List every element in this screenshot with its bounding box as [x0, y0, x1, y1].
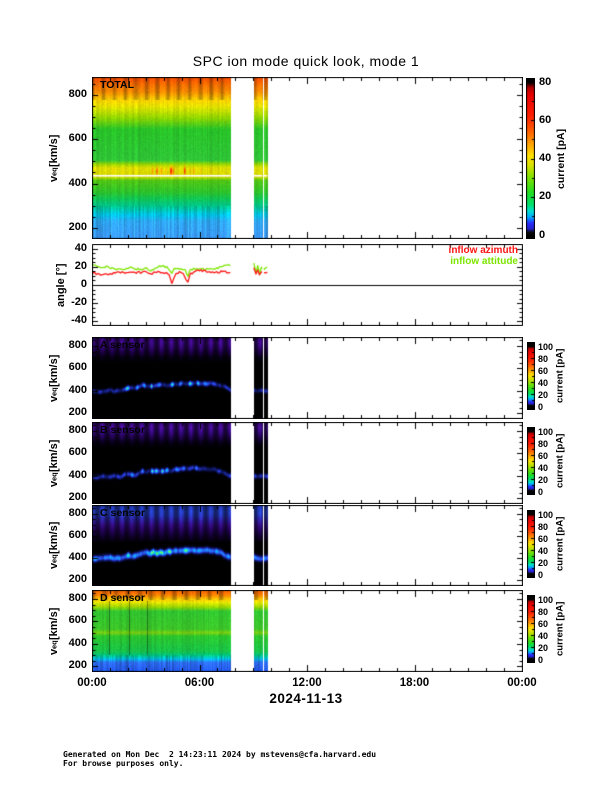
x-tick-label: 12:00 — [292, 677, 322, 689]
colorbar-tick-label: 60 — [539, 113, 552, 126]
footer-browse-line: For browse purposes only. — [63, 758, 184, 768]
colorbar-tick-label: 80 — [538, 606, 549, 617]
inflow-angle-plot — [92, 244, 523, 326]
panel-label-total: TOTAL — [100, 79, 135, 91]
colorbar-tick-label: 100 — [538, 594, 554, 605]
y-tick-label: 40 — [74, 241, 87, 254]
colorbar-tick-label: 100 — [538, 426, 554, 437]
legend-inflow-azimuth: inflow azimuth — [448, 245, 518, 256]
c-sensor-spectrogram-plot — [92, 505, 523, 586]
y-tick-label: 600 — [68, 446, 87, 459]
colorbar-tick-label: 0 — [538, 486, 544, 497]
colorbar-tick-label: 40 — [538, 545, 549, 556]
colorbar-tick-label: 0 — [539, 228, 546, 241]
y-tick-label: 0 — [80, 278, 87, 290]
panel-label-b-sensor: B sensor — [100, 424, 145, 436]
colorbar-tick-label: 0 — [538, 569, 544, 580]
colorbar-label-b: current [pA] — [554, 433, 566, 489]
colorbar-tick-label: 40 — [538, 377, 549, 388]
y-tick-label: 400 — [68, 551, 87, 564]
y-tick-label: 200 — [68, 491, 87, 504]
legend-inflow-attitude: inflow attitude — [450, 255, 518, 267]
y-tick-label: -40 — [71, 314, 87, 327]
colorbar-total — [526, 78, 535, 239]
panel-label-a-sensor: A sensor — [100, 339, 145, 351]
colorbar-tick-label: 0 — [538, 654, 544, 665]
colorbar-label-total: current [pA] — [555, 128, 567, 189]
y-tick-label: 200 — [68, 659, 87, 672]
colorbar-label-c: current [pA] — [554, 516, 566, 572]
x-tick-label: 00:00 — [77, 677, 107, 689]
colorbar-tick-label: 80 — [538, 521, 549, 532]
x-tick-label: 18:00 — [399, 677, 430, 689]
y-tick-label: 600 — [68, 529, 87, 542]
x-tick-label: 06:00 — [184, 677, 215, 689]
colorbar-c-sensor — [527, 510, 535, 578]
panel-label-d-sensor: D sensor — [100, 592, 145, 604]
y-tick-label: 200 — [68, 406, 87, 419]
colorbar-tick-label: 60 — [538, 533, 549, 544]
y-tick-label: 400 — [68, 176, 87, 189]
colorbar-tick-label: 80 — [538, 353, 549, 364]
colorbar-tick-label: 40 — [538, 462, 549, 473]
x-axis-date-label: 2024-11-13 — [269, 691, 343, 706]
y-tick-label: 600 — [68, 614, 87, 627]
colorbar-b-sensor — [527, 427, 535, 495]
colorbar-label-d: current [pA] — [554, 601, 566, 657]
colorbar-tick-label: 80 — [539, 75, 552, 88]
chart-title: SPC ion mode quick look, mode 1 — [192, 53, 420, 69]
y-tick-label: 400 — [68, 383, 87, 396]
y-tick-label: 400 — [68, 468, 87, 481]
colorbar-tick-label: 20 — [538, 474, 549, 485]
y-axis-label-total: v eq [km/s] — [48, 134, 60, 182]
y-tick-label: 400 — [68, 636, 87, 649]
y-tick-label: 800 — [68, 591, 87, 604]
y-tick-label: 800 — [68, 87, 87, 100]
y-tick-label: 800 — [68, 338, 87, 351]
footer-generated-line: Generated on Mon Dec 2 14:23:11 2024 by … — [63, 750, 377, 759]
colorbar-tick-label: 100 — [538, 341, 554, 352]
total-spectrogram-plot — [92, 77, 523, 239]
colorbar-tick-label: 20 — [538, 389, 549, 400]
colorbar-tick-label: 100 — [538, 509, 554, 520]
y-tick-label: 800 — [68, 506, 87, 519]
colorbar-tick-label: 60 — [538, 365, 549, 376]
y-tick-label: 200 — [68, 220, 87, 233]
colorbar-tick-label: 80 — [538, 438, 549, 449]
a-sensor-spectrogram-plot — [92, 337, 523, 419]
colorbar-tick-label: 60 — [538, 450, 549, 461]
y-tick-label: -20 — [71, 296, 87, 309]
colorbar-d-sensor — [527, 595, 535, 663]
x-tick-label: 00:00 — [507, 677, 537, 689]
colorbar-tick-label: 20 — [538, 557, 549, 568]
colorbar-tick-label: 20 — [538, 642, 549, 653]
d-sensor-spectrogram-plot — [92, 590, 523, 672]
panel-label-c-sensor: C sensor — [100, 507, 145, 519]
y-tick-label: 200 — [68, 573, 87, 586]
b-sensor-spectrogram-plot — [92, 422, 523, 504]
colorbar-a-sensor — [527, 342, 535, 410]
colorbar-tick-label: 60 — [538, 618, 549, 629]
colorbar-tick-label: 40 — [539, 152, 552, 164]
y-tick-label: 600 — [68, 361, 87, 374]
y-tick-label: 20 — [74, 259, 87, 272]
colorbar-tick-label: 20 — [539, 190, 552, 203]
colorbar-tick-label: 0 — [538, 401, 544, 412]
colorbar-label-a: current [pA] — [554, 348, 566, 404]
y-tick-label: 600 — [68, 132, 87, 145]
y-tick-label: 800 — [68, 423, 87, 436]
colorbar-tick-label: 40 — [538, 630, 549, 641]
